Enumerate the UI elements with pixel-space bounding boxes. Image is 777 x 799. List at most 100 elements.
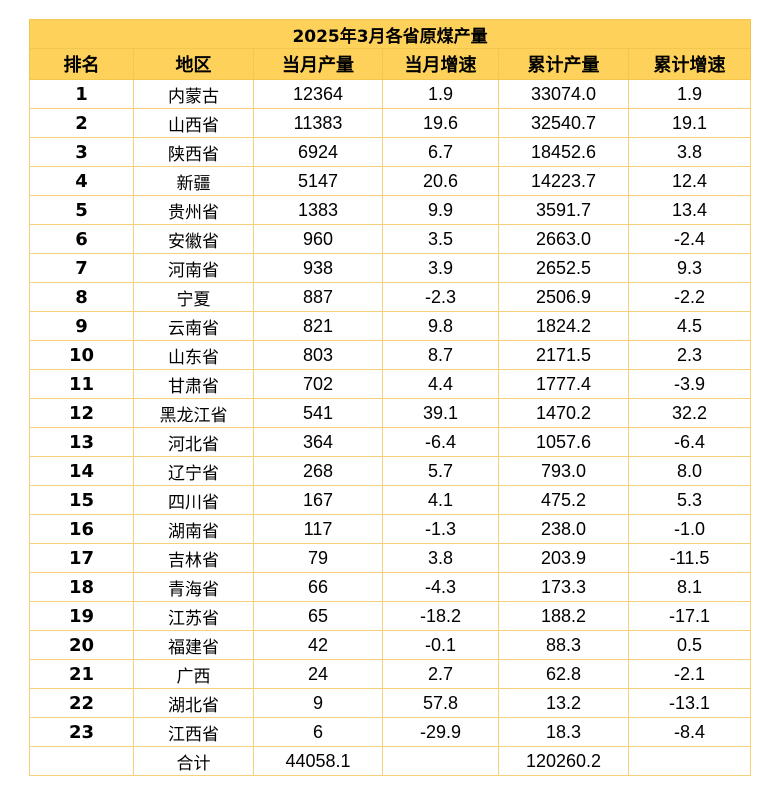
cum-output-cell: 2506.9 xyxy=(498,282,629,312)
cum-output-cell: 13.2 xyxy=(498,688,629,718)
cum-output-cell: 2652.5 xyxy=(498,253,629,283)
cum-output-cell: 238.0 xyxy=(498,514,629,544)
region-cell: 安徽省 xyxy=(133,224,254,254)
table-row: 13 河北省 364 -6.4 1057.6 -6.4 xyxy=(29,427,752,457)
cum-growth-cell: 8.0 xyxy=(627,456,752,486)
month-output-cell: 12364 xyxy=(253,79,383,109)
month-output-cell: 1383 xyxy=(253,195,383,225)
table-row: 5 贵州省 1383 9.9 3591.7 13.4 xyxy=(29,195,752,225)
column-header-cum-output: 累计产量 xyxy=(498,48,629,80)
table-row: 17 吉林省 79 3.8 203.9 -11.5 xyxy=(29,543,752,573)
region-cell: 贵州省 xyxy=(133,195,254,225)
region-cell: 江苏省 xyxy=(133,601,254,631)
month-output-cell: 803 xyxy=(253,340,383,370)
table-row: 7 河南省 938 3.9 2652.5 9.3 xyxy=(29,253,752,283)
table-row: 1 内蒙古 12364 1.9 33074.0 1.9 xyxy=(29,79,752,109)
rank-cell: 20 xyxy=(29,630,134,660)
cum-growth-cell: 4.5 xyxy=(627,311,752,341)
cum-growth-cell: 32.2 xyxy=(627,398,752,428)
month-output-cell: 938 xyxy=(253,253,383,283)
rank-cell: 16 xyxy=(29,514,134,544)
month-growth-cell: 6.7 xyxy=(382,137,499,167)
cum-output-cell: 475.2 xyxy=(498,485,629,515)
total-month-growth-cell xyxy=(382,746,499,776)
rank-cell: 9 xyxy=(29,311,134,341)
column-header-cum-growth: 累计增速 xyxy=(627,48,752,80)
table-row: 12 黑龙江省 541 39.1 1470.2 32.2 xyxy=(29,398,752,428)
month-output-cell: 66 xyxy=(253,572,383,602)
month-growth-cell: 39.1 xyxy=(382,398,499,428)
rank-cell: 7 xyxy=(29,253,134,283)
cum-growth-cell: 8.1 xyxy=(627,572,752,602)
total-month-output-cell: 44058.1 xyxy=(253,746,383,776)
month-output-cell: 6924 xyxy=(253,137,383,167)
cum-growth-cell: -13.1 xyxy=(627,688,752,718)
table-row: 3 陕西省 6924 6.7 18452.6 3.8 xyxy=(29,137,752,167)
cum-growth-cell: -8.4 xyxy=(627,717,752,747)
rank-cell: 2 xyxy=(29,108,134,138)
region-cell: 黑龙江省 xyxy=(133,398,254,428)
table-row: 11 甘肃省 702 4.4 1777.4 -3.9 xyxy=(29,369,752,399)
month-growth-cell: -18.2 xyxy=(382,601,499,631)
cum-growth-cell: -1.0 xyxy=(627,514,752,544)
region-cell: 河北省 xyxy=(133,427,254,457)
rank-cell: 15 xyxy=(29,485,134,515)
total-cum-output-cell: 120260.2 xyxy=(498,746,629,776)
month-growth-cell: -2.3 xyxy=(382,282,499,312)
month-output-cell: 167 xyxy=(253,485,383,515)
month-output-cell: 65 xyxy=(253,601,383,631)
cum-output-cell: 18.3 xyxy=(498,717,629,747)
cum-output-cell: 14223.7 xyxy=(498,166,629,196)
rank-cell: 4 xyxy=(29,166,134,196)
cum-output-cell: 33074.0 xyxy=(498,79,629,109)
cum-growth-cell: -17.1 xyxy=(627,601,752,631)
rank-cell: 17 xyxy=(29,543,134,573)
rank-cell: 12 xyxy=(29,398,134,428)
month-output-cell: 5147 xyxy=(253,166,383,196)
rank-cell: 23 xyxy=(29,717,134,747)
column-header-month-output: 当月产量 xyxy=(253,48,383,80)
table-title: 2025年3月各省原煤产量 xyxy=(28,19,752,49)
rank-cell: 13 xyxy=(29,427,134,457)
region-cell: 广西 xyxy=(133,659,254,689)
column-header-rank: 排名 xyxy=(29,48,134,80)
total-rank-cell xyxy=(29,746,134,776)
cum-growth-cell: -2.4 xyxy=(627,224,752,254)
region-cell: 宁夏 xyxy=(133,282,254,312)
rank-cell: 6 xyxy=(29,224,134,254)
cum-growth-cell: -2.2 xyxy=(627,282,752,312)
region-cell: 辽宁省 xyxy=(133,456,254,486)
month-growth-cell: 8.7 xyxy=(382,340,499,370)
cum-growth-cell: 1.9 xyxy=(627,79,752,109)
rank-cell: 21 xyxy=(29,659,134,689)
cum-output-cell: 1824.2 xyxy=(498,311,629,341)
table-row: 23 江西省 6 -29.9 18.3 -8.4 xyxy=(29,717,752,747)
month-growth-cell: -1.3 xyxy=(382,514,499,544)
month-growth-cell: 20.6 xyxy=(382,166,499,196)
table-row: 20 福建省 42 -0.1 88.3 0.5 xyxy=(29,630,752,660)
region-cell: 陕西省 xyxy=(133,137,254,167)
month-growth-cell: 1.9 xyxy=(382,79,499,109)
month-growth-cell: -6.4 xyxy=(382,427,499,457)
region-cell: 湖南省 xyxy=(133,514,254,544)
month-growth-cell: 2.7 xyxy=(382,659,499,689)
month-growth-cell: 3.9 xyxy=(382,253,499,283)
rank-cell: 18 xyxy=(29,572,134,602)
month-growth-cell: 5.7 xyxy=(382,456,499,486)
month-output-cell: 6 xyxy=(253,717,383,747)
cum-growth-cell: 0.5 xyxy=(627,630,752,660)
month-output-cell: 11383 xyxy=(253,108,383,138)
cum-output-cell: 2663.0 xyxy=(498,224,629,254)
region-cell: 内蒙古 xyxy=(133,79,254,109)
cum-growth-cell: 5.3 xyxy=(627,485,752,515)
month-growth-cell: 57.8 xyxy=(382,688,499,718)
cum-output-cell: 1470.2 xyxy=(498,398,629,428)
region-cell: 河南省 xyxy=(133,253,254,283)
region-cell: 福建省 xyxy=(133,630,254,660)
cum-growth-cell: 3.8 xyxy=(627,137,752,167)
month-growth-cell: 4.1 xyxy=(382,485,499,515)
month-output-cell: 117 xyxy=(253,514,383,544)
cum-growth-cell: 12.4 xyxy=(627,166,752,196)
month-growth-cell: 19.6 xyxy=(382,108,499,138)
region-cell: 四川省 xyxy=(133,485,254,515)
